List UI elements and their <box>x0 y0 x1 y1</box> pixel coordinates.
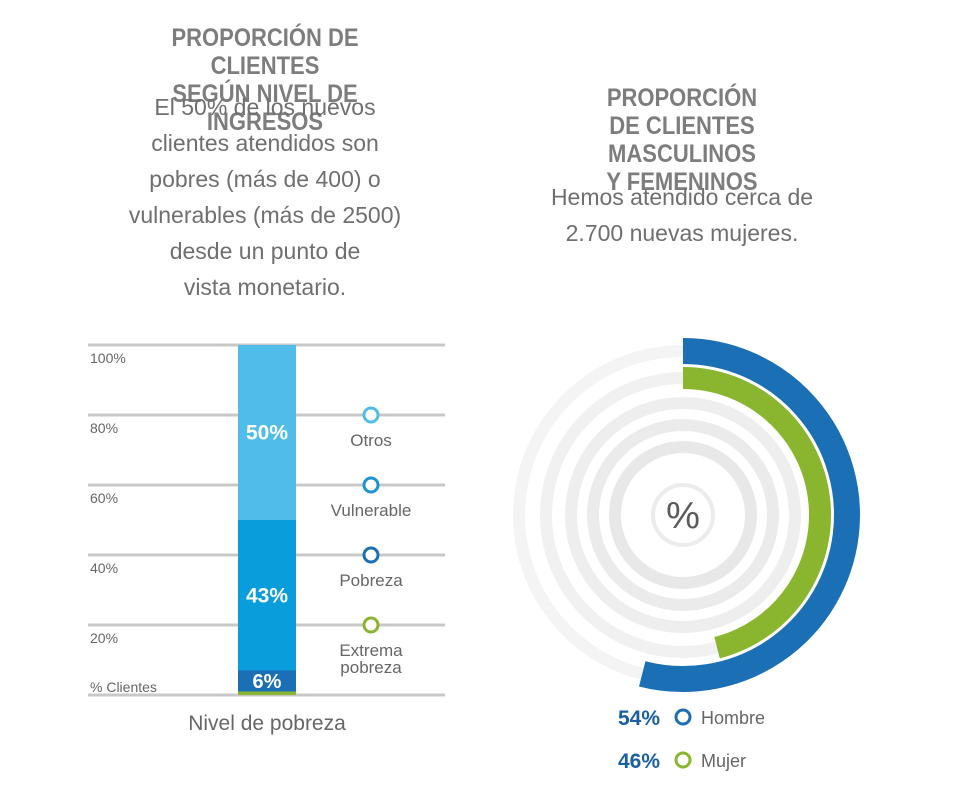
radial-arc <box>639 338 860 692</box>
data-label: 43% <box>246 584 288 607</box>
left-title-line-1: PROPORCIÓN DE CLIENTES <box>171 24 359 80</box>
legend-marker <box>674 708 692 726</box>
legend-label: Mujer <box>701 751 746 771</box>
left-desc-line-1: El 50% de los nuevos <box>154 94 376 120</box>
right-desc-line-2: 2.700 nuevas mujeres. <box>565 220 799 246</box>
legend-label: Otros <box>350 431 392 450</box>
y-tick-label: 100% <box>90 350 126 366</box>
radial-arc <box>682 367 831 659</box>
legend-marker <box>362 546 380 564</box>
data-label: 6% <box>253 671 282 693</box>
right-title-line-2: DE CLIENTES MASCULINOS <box>608 112 756 168</box>
x-axis-label: Nivel de pobreza <box>188 712 346 735</box>
legend-marker <box>674 751 692 769</box>
right-title: PROPORCIÓN DE CLIENTES MASCULINOS Y FEME… <box>532 84 831 196</box>
left-desc-line-6: vista monetario. <box>183 274 347 300</box>
right-description: Hemos atendido cerca de 2.700 nuevas muj… <box>512 179 852 251</box>
background-ring <box>609 441 757 589</box>
left-title: PROPORCIÓN DE CLIENTES SEGÚN NIVEL DE IN… <box>120 24 410 136</box>
legend-value: 54% <box>618 707 660 730</box>
center-label: % <box>666 495 700 537</box>
left-title-line-2: SEGÚN NIVEL DE INGRESOS <box>172 80 358 136</box>
legend-label: Hombre <box>701 708 765 728</box>
left-desc-line-5: desde un punto de <box>169 238 361 264</box>
income-level-chart: 20% 40% 60% 80% 100% 6% 43% 50% Otros Vulnerabl… <box>88 343 445 735</box>
bar-segment <box>238 691 296 695</box>
bar-segment <box>238 670 296 692</box>
legend-label: Pobreza <box>339 571 403 590</box>
background-ring <box>587 419 779 611</box>
y-axis-label: % Clientes <box>90 679 157 695</box>
bar-segment <box>238 520 296 671</box>
left-desc-line-2: clientes atendidos son <box>151 130 379 156</box>
y-tick-label: 60% <box>90 490 118 506</box>
legend-marker <box>362 476 380 494</box>
left-description: El 50% de los nuevos clientes atendidos … <box>100 89 430 305</box>
background-ring <box>565 397 801 633</box>
legend-label: Extrema <box>339 641 403 660</box>
gender-radial-chart: % 54% Hombre 46% Mujer <box>513 338 860 773</box>
bar-segment <box>238 345 296 520</box>
data-label: 50% <box>246 422 288 445</box>
left-desc-line-4: vulnerables (más de 2500) <box>128 202 402 228</box>
y-tick-label: 20% <box>90 630 118 646</box>
legend-label: Vulnerable <box>331 501 412 520</box>
legend-marker <box>362 616 380 634</box>
legend-label: pobreza <box>340 658 402 677</box>
y-tick-label: 80% <box>90 420 118 436</box>
legend-marker <box>362 406 380 424</box>
right-desc-line-1: Hemos atendido cerca de <box>550 184 814 210</box>
right-title-line-3: Y FEMENINOS <box>606 168 758 196</box>
legend-value: 46% <box>618 750 660 773</box>
left-desc-line-3: pobres (más de 400) o <box>149 166 381 192</box>
y-tick-label: 40% <box>90 560 118 576</box>
right-title-line-1: PROPORCIÓN <box>606 84 758 112</box>
center-badge <box>651 483 715 547</box>
